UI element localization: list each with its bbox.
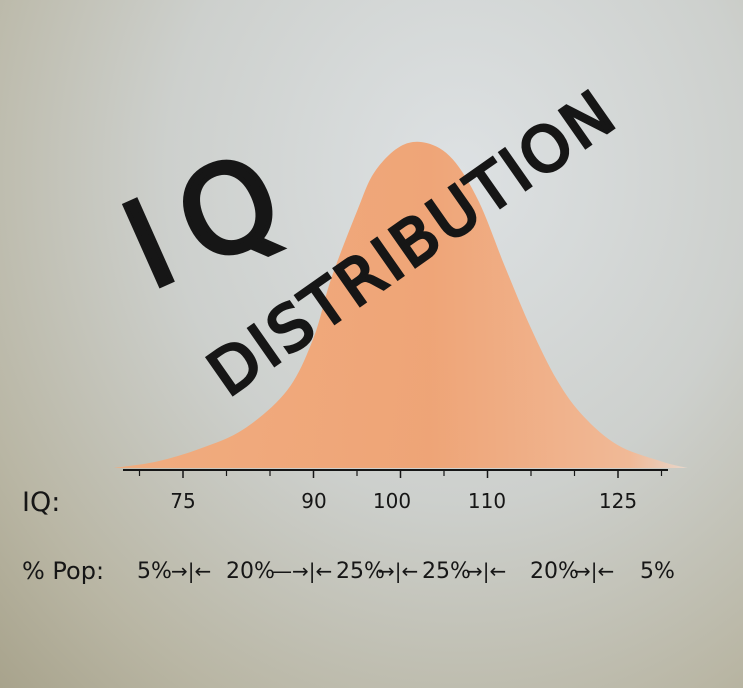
x-minor-tick-layer xyxy=(138,470,663,476)
pop-label: % Pop: xyxy=(22,557,104,585)
pop-segment-1: 5% xyxy=(137,559,172,584)
x-tick-label-90: 90 xyxy=(301,489,326,513)
pop-segment-5: 20% xyxy=(530,559,579,584)
distribution-area-layer xyxy=(113,141,688,468)
x-tick-label-100: 100 xyxy=(373,489,411,513)
pop-segment-row: 5% →|← 20% —→|← 25% →|← 25% →|← 20% →|← … xyxy=(137,559,675,584)
x-tick-label-75: 75 xyxy=(170,489,195,513)
x-axis-label: IQ: xyxy=(22,487,60,518)
pop-segment-6: 5% xyxy=(640,559,675,584)
pop-segment-2: 20% xyxy=(226,559,275,584)
x-tick-label-layer: 75 90 100 110 125 xyxy=(170,489,637,513)
pop-arrow-5: →|← xyxy=(574,559,614,583)
pop-arrow-2: —→|← xyxy=(272,559,332,583)
pop-arrow-1: →|← xyxy=(171,559,211,583)
x-tick-label-110: 110 xyxy=(468,489,506,513)
x-tick-label-125: 125 xyxy=(599,489,637,513)
pop-segment-3: 25% xyxy=(336,559,385,584)
pop-arrow-3: →|← xyxy=(378,559,418,583)
distribution-area xyxy=(113,141,688,468)
pop-arrow-4: →|← xyxy=(466,559,506,583)
pop-segment-4: 25% xyxy=(422,559,471,584)
x-tick-layer xyxy=(182,470,619,478)
